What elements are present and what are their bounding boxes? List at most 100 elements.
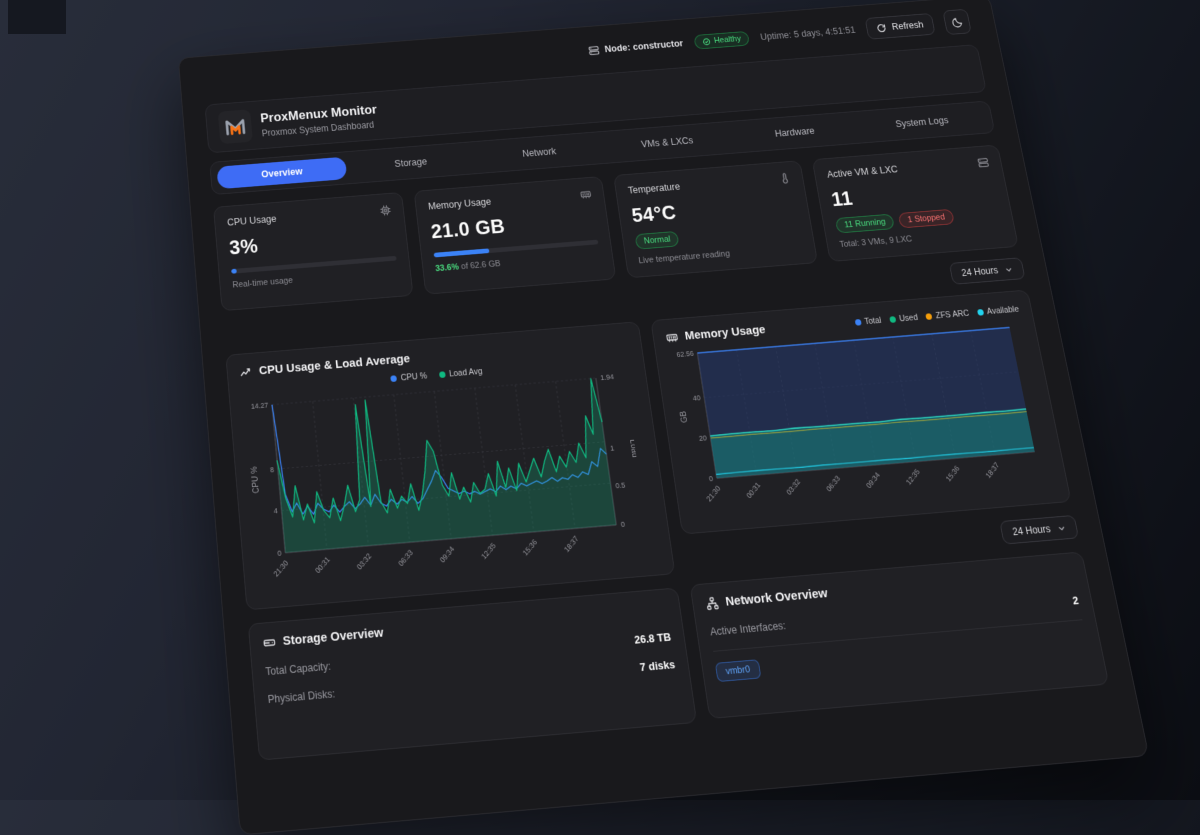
- legend-dot-available: [976, 308, 984, 316]
- svg-text:06:33: 06:33: [825, 474, 842, 493]
- right-column: Memory Usage Total Used ZFS ARC Availabl…: [650, 289, 1110, 719]
- check-circle-icon: [702, 37, 711, 45]
- legend-dot-cpu: [390, 375, 398, 383]
- svg-text:GB: GB: [678, 411, 689, 424]
- theme-toggle-button[interactable]: [942, 8, 972, 35]
- memory-card-title: Memory Usage: [427, 196, 492, 212]
- chevron-down-icon: [1056, 523, 1066, 533]
- memory-chart-card: Memory Usage Total Used ZFS ARC Availabl…: [650, 289, 1072, 535]
- svg-text:CPU %: CPU %: [249, 465, 261, 493]
- cpu-load-chart-card: CPU Usage & Load Average CPU % Load Avg …: [225, 321, 676, 611]
- legend-dot-load: [438, 371, 446, 379]
- memory-usage-card: Memory Usage 21.0 GB 33.6% of 62.6 GB: [413, 176, 617, 295]
- chevron-down-icon: [1004, 265, 1014, 274]
- svg-text:0: 0: [709, 475, 714, 483]
- svg-text:09:34: 09:34: [439, 545, 457, 565]
- hard-drive-icon: [262, 635, 276, 650]
- svg-text:18:37: 18:37: [563, 535, 580, 555]
- tab-system-logs[interactable]: System Logs: [894, 114, 950, 130]
- memory-chart: 21:30 00:31 03:32 06:33 09:34 12:35 15:36 18:37…: [676, 319, 1054, 504]
- svg-text:21:30: 21:30: [273, 559, 291, 579]
- tab-hardware[interactable]: Hardware: [774, 125, 816, 139]
- interface-badge: vmbr0: [714, 659, 762, 683]
- moon-icon: [951, 16, 964, 27]
- refresh-icon: [876, 23, 887, 33]
- refresh-button[interactable]: Refresh: [864, 13, 936, 40]
- server-icon: [587, 44, 599, 55]
- temperature-status-badge: Normal: [634, 230, 680, 250]
- trend-line-icon: [239, 365, 252, 379]
- network-title: Network Overview: [724, 585, 829, 610]
- svg-text:00:31: 00:31: [314, 556, 332, 576]
- legend-label-load: Load Avg: [448, 366, 483, 379]
- uptime-text: Uptime: 5 days, 4:51:51: [759, 24, 857, 43]
- legend-dot-zfs: [925, 312, 933, 320]
- cpu-card-title: CPU Usage: [226, 213, 277, 228]
- memory-progress-fill: [433, 248, 490, 258]
- vms-stopped-badge: 1 Stopped: [898, 208, 955, 229]
- svg-text:09:34: 09:34: [865, 471, 882, 490]
- legend-label-used: Used: [898, 312, 919, 324]
- memory-icon: [579, 188, 592, 200]
- storage-capacity-label: Total Capacity:: [264, 659, 332, 678]
- svg-text:1.94: 1.94: [600, 374, 615, 383]
- svg-text:Load: Load: [628, 439, 640, 458]
- proxmenux-logo-icon: [222, 113, 249, 140]
- svg-text:21:30: 21:30: [705, 484, 722, 503]
- svg-text:00:31: 00:31: [745, 481, 762, 500]
- tab-storage[interactable]: Storage: [394, 156, 428, 170]
- legend-dot-used: [888, 315, 897, 323]
- tab-vms-lxcs[interactable]: VMs & LXCs: [640, 135, 694, 150]
- refresh-label: Refresh: [890, 19, 925, 32]
- memory-time-range-value: 24 Hours: [1011, 522, 1052, 538]
- svg-text:03:32: 03:32: [356, 552, 374, 572]
- active-vm-value: 11: [829, 186, 855, 211]
- cpu-icon: [379, 204, 391, 216]
- svg-text:40: 40: [692, 395, 701, 403]
- thermometer-icon: [778, 172, 791, 184]
- storage-capacity-value: 26.8 TB: [633, 630, 672, 647]
- temperature-card: Temperature 54°C Normal Live temperature…: [613, 160, 819, 279]
- legend-label-zfs: ZFS ARC: [934, 308, 970, 321]
- main-grid: CPU Usage & Load Average CPU % Load Avg …: [225, 289, 1110, 761]
- memory-value: 21.0 GB: [429, 214, 507, 243]
- svg-text:20: 20: [698, 435, 707, 443]
- memory-time-range-select[interactable]: 24 Hours: [999, 514, 1080, 545]
- cpu-usage-card: CPU Usage 3% Real-time usage: [213, 192, 414, 312]
- temperature-value: 54°C: [630, 200, 678, 227]
- network-overview-card: Network Overview Active Interfaces: 2 vm…: [689, 551, 1110, 719]
- legend-label-cpu: CPU %: [400, 371, 428, 383]
- memory-percent: 33.6%: [434, 262, 460, 274]
- storage-disks-value: 7 disks: [639, 657, 676, 674]
- tab-overview[interactable]: Overview: [216, 156, 348, 190]
- top-bar: Node: constructor Healthy Uptime: 5 days…: [201, 2, 976, 102]
- network-icon: [705, 596, 720, 611]
- node-indicator: Node: constructor: [587, 38, 684, 56]
- svg-text:8: 8: [270, 466, 275, 474]
- network-interfaces-value: 2: [1071, 593, 1080, 608]
- svg-text:0: 0: [277, 550, 282, 558]
- vms-running-badge: 11 Running: [834, 213, 896, 234]
- storage-disks-label: Physical Disks:: [267, 687, 336, 706]
- svg-text:15:36: 15:36: [522, 538, 540, 558]
- svg-text:62.56: 62.56: [676, 350, 695, 359]
- legend-dot-total: [854, 318, 862, 326]
- storage-overview-card: Storage Overview Total Capacity: 26.8 TB…: [247, 587, 698, 761]
- cpu-value: 3%: [228, 234, 259, 260]
- node-label: Node: constructor: [604, 38, 684, 55]
- cpu-progress-fill: [231, 268, 237, 274]
- dashboard: Node: constructor Healthy Uptime: 5 days…: [178, 0, 1150, 835]
- svg-text:12:35: 12:35: [905, 468, 922, 487]
- tab-network[interactable]: Network: [521, 146, 557, 160]
- svg-text:14.27: 14.27: [251, 402, 269, 411]
- active-vm-card: Active VM & LXC 11 11 Running 1 Stopped …: [811, 144, 1019, 262]
- network-interfaces-label: Active Interfaces:: [709, 619, 787, 638]
- svg-text:0: 0: [620, 521, 625, 529]
- cpu-load-chart: 21:30 00:31 03:32 06:33 09:34 12:35 15:36 18:37…: [249, 374, 640, 579]
- background-shape: [8, 0, 66, 34]
- storage-title: Storage Overview: [282, 625, 385, 649]
- time-range-select[interactable]: 24 Hours: [949, 257, 1026, 285]
- legend-label-available: Available: [986, 304, 1020, 317]
- server-stack-icon: [977, 157, 990, 169]
- svg-text:03:32: 03:32: [785, 478, 802, 497]
